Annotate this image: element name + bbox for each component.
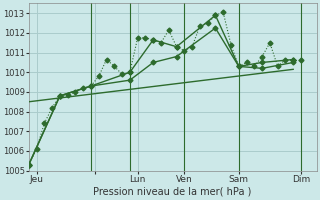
X-axis label: Pression niveau de la mer( hPa ): Pression niveau de la mer( hPa ) (93, 187, 252, 197)
